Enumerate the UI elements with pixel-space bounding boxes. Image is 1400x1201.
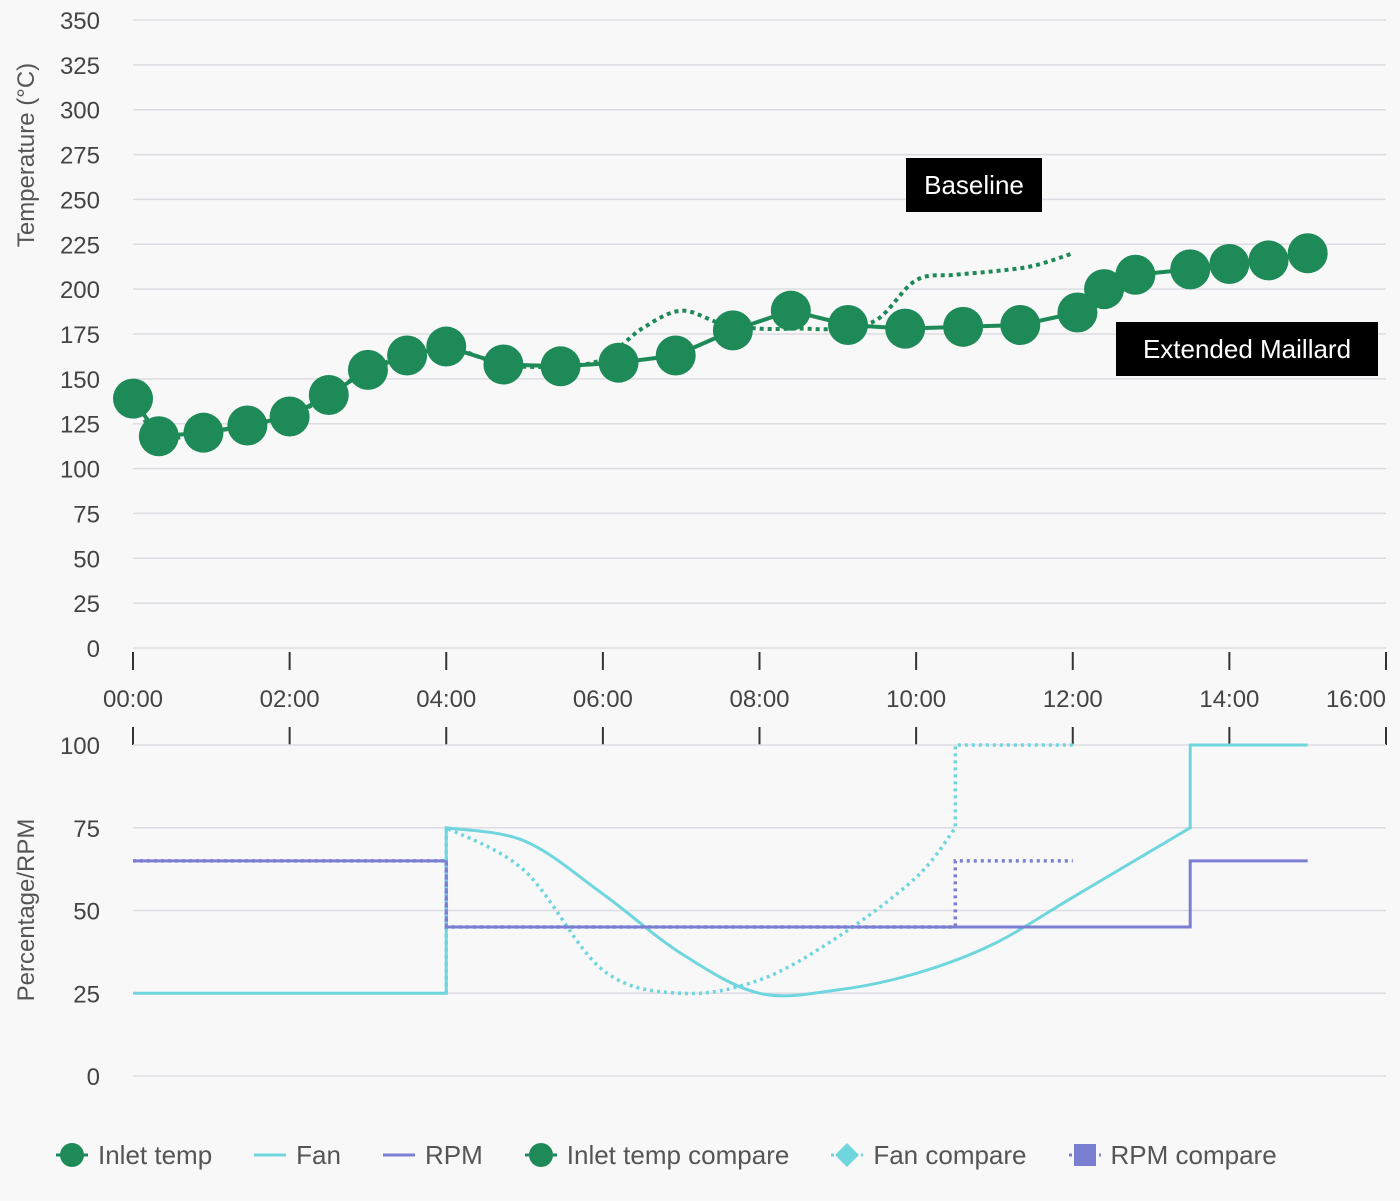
temperature-tick-label: 75 — [73, 501, 100, 528]
data-point-inlet-temp — [598, 342, 639, 383]
legend-label: RPM compare — [1110, 1139, 1277, 1170]
percentage-y-ticks: 0 25 50 75 100 — [60, 733, 100, 1091]
series-fan — [133, 743, 1308, 998]
data-point-inlet-temp — [655, 335, 696, 376]
temperature-tick-label: 25 — [73, 591, 100, 618]
temperature-tick-label: 50 — [73, 546, 100, 573]
data-point-inlet-temp — [1000, 305, 1041, 346]
legend-label: RPM — [424, 1139, 483, 1170]
temperature-tick-label: 125 — [60, 412, 100, 439]
annotation-label: Baseline — [924, 170, 1024, 200]
data-point-inlet-temp — [827, 305, 868, 346]
percentage-tick-label: 75 — [73, 816, 100, 843]
temperature-tick-label: 350 — [60, 8, 100, 35]
temperature-tick-label: 0 — [87, 636, 100, 663]
series-fan-compare — [444, 743, 1073, 996]
temperature-tick-label: 250 — [60, 187, 100, 214]
data-point-inlet-temp — [1248, 240, 1289, 281]
x-tick-label: 14:00 — [1199, 686, 1259, 713]
series-rpm — [133, 859, 1308, 929]
percentage-tick-label: 50 — [73, 899, 100, 926]
roast-chart: 0255075100125150175200225250275300325350… — [13, 8, 1387, 1091]
legend-label: Fan compare — [873, 1139, 1027, 1170]
time-x-axis: 00:00 02:00 04:00 06:00 08:00 10:00 12:00 14:00… — [103, 652, 1387, 745]
percentage-axis-label: Percentage/RPM — [13, 819, 40, 1002]
circle-line-icon — [56, 1143, 88, 1167]
data-point-inlet-temp — [347, 349, 388, 390]
data-point-inlet-temp — [426, 326, 467, 367]
data-point-inlet-temp — [113, 378, 153, 419]
percentage-tick-label: 25 — [73, 981, 100, 1008]
square-icon — [1068, 1144, 1101, 1166]
temperature-tick-label: 200 — [60, 277, 100, 304]
circle-line-icon — [524, 1143, 557, 1167]
x-tick-label: 08:00 — [729, 686, 789, 713]
legend-label: Fan — [296, 1139, 341, 1170]
temperature-tick-label: 175 — [60, 322, 100, 349]
temperature-series — [113, 233, 1328, 457]
percentage-tick-label: 100 — [60, 733, 100, 760]
legend-label: Inlet temp — [98, 1139, 213, 1170]
x-tick-label: 02:00 — [260, 686, 320, 713]
x-tick-label: 16:00 — [1326, 686, 1386, 713]
annotation-box — [1116, 322, 1378, 376]
temperature-tick-label: 275 — [60, 143, 100, 170]
percentage-series — [133, 743, 1308, 998]
x-tick-label: 00:00 — [103, 686, 163, 713]
x-tick-label: 10:00 — [886, 686, 946, 713]
legend-item-inlet-temp-compare[interactable]: Inlet temp compare — [524, 1139, 790, 1171]
x-tick-label: 04:00 — [416, 686, 476, 713]
temperature-axis-label: Temperature (°C) — [13, 63, 40, 247]
series-rpm-compare — [133, 859, 1073, 929]
chart-annotations: Baseline Extended Maillard — [906, 158, 1378, 376]
data-point-inlet-temp — [1287, 233, 1328, 274]
temperature-tick-label: 325 — [60, 53, 100, 80]
data-point-inlet-temp — [1115, 254, 1156, 295]
legend-item-fan[interactable]: Fan — [254, 1140, 341, 1171]
x-tick-label: 06:00 — [573, 686, 633, 713]
data-point-inlet-temp — [1057, 292, 1098, 333]
x-tick-label: 12:00 — [1043, 686, 1103, 713]
percentage-tick-label: 0 — [87, 1064, 100, 1091]
data-point-inlet-temp — [1209, 244, 1250, 285]
data-point-inlet-temp — [540, 346, 581, 387]
legend-item-fan-compare[interactable]: Fan compare — [831, 1139, 1027, 1171]
data-point-inlet-temp — [943, 306, 984, 347]
legend-item-inlet-temp[interactable]: Inlet temp — [56, 1140, 212, 1171]
legend-label: Inlet temp compare — [566, 1139, 790, 1170]
data-point-inlet-temp — [138, 416, 179, 457]
line-icon — [382, 1153, 415, 1157]
data-point-inlet-temp — [770, 290, 811, 331]
data-point-inlet-temp — [269, 396, 310, 437]
temperature-tick-label: 100 — [60, 457, 100, 484]
data-point-inlet-temp — [712, 310, 753, 351]
data-point-inlet-temp — [1084, 269, 1125, 310]
annotation-label: Extended Maillard — [1143, 334, 1351, 364]
temperature-y-ticks: 0 25 50 75 100 125 150 175 200 225 250 275 300 325 350 — [60, 8, 100, 663]
chart-legend: Inlet temp Fan RPM Inlet temp compare Fa… — [56, 1138, 1319, 1172]
data-point-inlet-temp — [183, 412, 224, 453]
temperature-tick-label: 150 — [60, 367, 100, 394]
legend-item-rpm[interactable]: RPM — [382, 1139, 483, 1171]
legend-item-rpm-compare[interactable]: RPM compare — [1068, 1139, 1277, 1171]
data-point-inlet-temp — [308, 375, 349, 416]
data-point-inlet-temp — [885, 308, 926, 349]
temperature-tick-label: 300 — [60, 98, 100, 125]
percentage-grid — [133, 744, 1386, 1077]
temperature-tick-label: 225 — [60, 232, 100, 259]
data-point-inlet-temp — [483, 344, 524, 385]
data-point-inlet-temp — [227, 405, 268, 446]
temperature-grid — [133, 19, 1386, 649]
diamond-icon — [831, 1143, 864, 1167]
annotation-box — [906, 158, 1042, 212]
data-point-inlet-temp — [1170, 249, 1211, 290]
line-icon — [254, 1153, 287, 1157]
data-point-inlet-temp — [387, 335, 428, 376]
